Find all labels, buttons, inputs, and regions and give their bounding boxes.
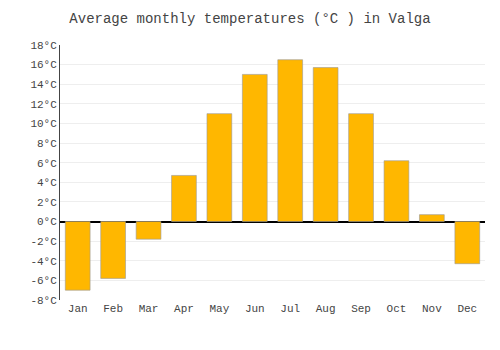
- svg-text:4°C: 4°C: [37, 177, 57, 189]
- svg-text:Mar: Mar: [139, 303, 159, 315]
- svg-text:18°C: 18°C: [30, 40, 57, 52]
- svg-text:Feb: Feb: [103, 303, 123, 315]
- svg-text:Average monthly temperatures (: Average monthly temperatures (°C ) in Va…: [69, 11, 430, 27]
- svg-text:Jul: Jul: [280, 303, 300, 315]
- svg-text:May: May: [209, 303, 229, 315]
- svg-text:6°C: 6°C: [37, 158, 57, 170]
- svg-text:8°C: 8°C: [37, 138, 57, 150]
- svg-text:12°C: 12°C: [30, 99, 57, 111]
- svg-text:Jun: Jun: [245, 303, 265, 315]
- svg-text:Jan: Jan: [68, 303, 88, 315]
- svg-text:2°C: 2°C: [37, 197, 57, 209]
- svg-text:Sep: Sep: [351, 303, 371, 315]
- svg-text:-8°C: -8°C: [30, 295, 57, 307]
- svg-text:-6°C: -6°C: [30, 275, 57, 287]
- svg-text:-4°C: -4°C: [30, 256, 57, 268]
- svg-text:10°C: 10°C: [30, 118, 57, 130]
- svg-text:Dec: Dec: [457, 303, 477, 315]
- svg-text:0°C: 0°C: [37, 216, 57, 228]
- svg-text:Oct: Oct: [387, 303, 407, 315]
- svg-text:Aug: Aug: [316, 303, 336, 315]
- svg-text:-2°C: -2°C: [30, 236, 57, 248]
- svg-text:Apr: Apr: [174, 303, 194, 315]
- svg-text:16°C: 16°C: [30, 59, 57, 71]
- svg-text:Nov: Nov: [422, 303, 442, 315]
- svg-text:14°C: 14°C: [30, 79, 57, 91]
